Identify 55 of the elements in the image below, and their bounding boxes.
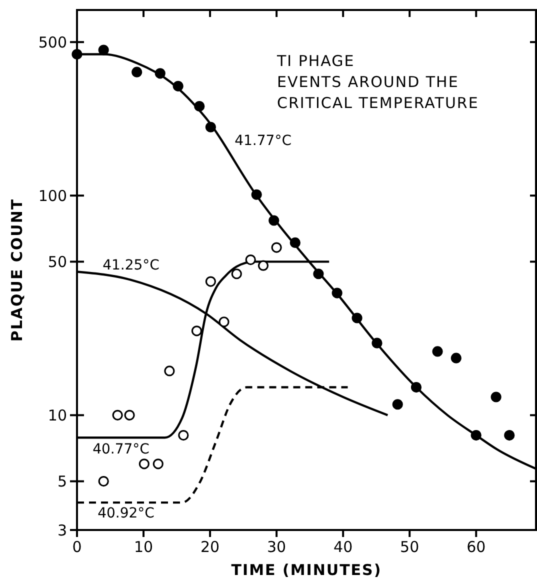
x-tick-label: 60 [466,538,486,556]
point [268,215,280,226]
x-tick-label: 10 [134,538,154,556]
point [98,44,109,56]
point [490,392,502,402]
x-tick-label: 40 [334,538,353,556]
x-tick-label: 20 [200,538,220,556]
point [290,237,300,248]
y-tick-label: 10 [48,406,67,424]
y-tick-label: 50 [48,252,67,271]
y-axis-title: PLAQUE COUNT [8,198,26,342]
series-label: 40.92°C [98,505,155,522]
point [313,268,324,280]
series-label: 40.77°C [92,442,150,458]
text: TI PHAGE EVENTS AROUND THE CRITICAL TEMPERATURE [276,52,479,112]
point [352,312,362,324]
point [72,48,82,60]
point [98,476,109,487]
point [251,189,262,200]
point [372,338,382,348]
point [132,66,142,78]
point [154,68,166,79]
point [231,268,242,280]
point [124,410,135,420]
point [450,352,462,364]
point [172,80,184,92]
point [392,399,403,410]
point [194,101,205,112]
point [470,430,482,441]
point [205,276,216,287]
point [432,346,443,357]
x-tick-label: 0 [72,538,82,556]
point [191,326,202,336]
point [178,430,189,441]
series-label: 41.77°C [234,133,292,150]
x-axis-title: TIME (MINUTES) [231,561,382,579]
point [152,458,164,470]
point [218,316,230,328]
point [138,458,150,470]
point [332,288,342,298]
x-tick-label: 50 [400,538,420,556]
y-tick-label: 5 [57,472,67,491]
point [205,122,216,132]
point [245,254,256,266]
point [112,410,123,420]
series-label: 41.25°C [102,258,160,274]
point [258,260,269,271]
y-tick-label: 3 [57,521,67,540]
x-tick-label: 30 [267,538,286,556]
y-tick-label: 100 [38,186,67,205]
point [504,430,515,441]
y-tick-label: 500 [38,33,67,52]
point [271,242,282,253]
point [164,366,175,376]
point [410,382,422,393]
